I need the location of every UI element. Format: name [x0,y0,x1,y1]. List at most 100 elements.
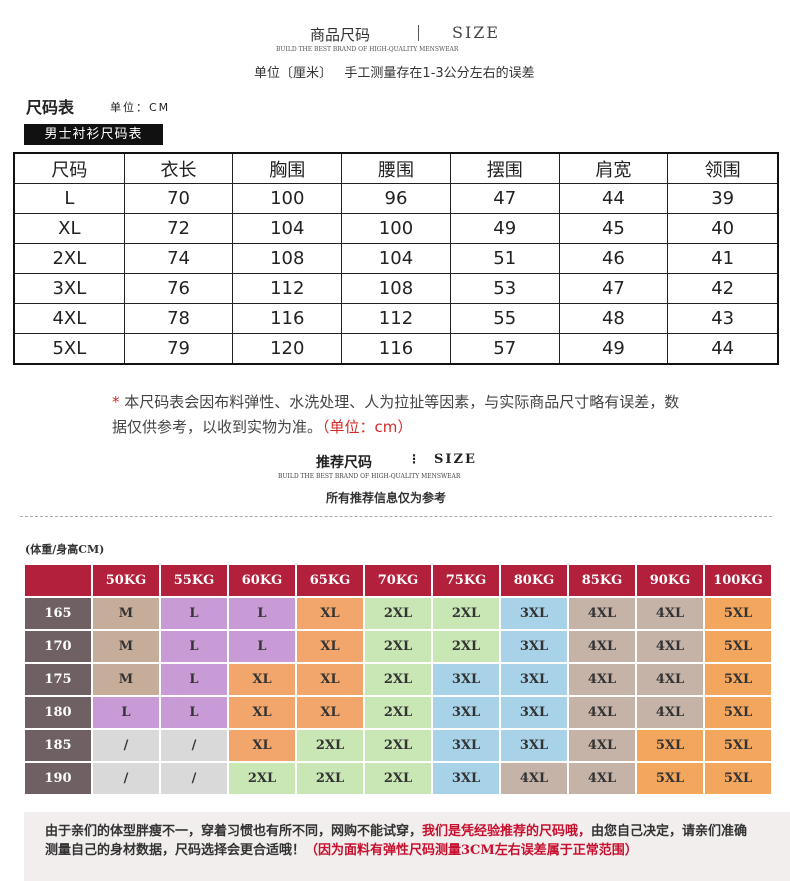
size-cell: / [161,763,227,794]
size-cell: 4XL [569,598,635,629]
size-cell: XL [297,631,363,662]
section-tag: 男士衬衫尺码表 [24,124,163,145]
table-cell: 4XL [13,303,125,334]
table-cell: 78 [123,303,234,334]
table-cell: 120 [232,333,343,365]
footer-text: 由于亲们的体型胖瘦不一，穿着习惯也有所不同，网购不能试穿， [45,824,423,839]
weight-header: 55KG [161,565,227,596]
size-cell: 5XL [705,763,771,794]
size-cell: 3XL [433,697,499,728]
column-header: 胸围 [232,152,343,184]
weight-header: 80KG [501,565,567,596]
size-cell: 5XL [705,697,771,728]
table-cell: 74 [123,243,234,274]
column-header: 尺码 [13,152,125,184]
recommend-title-en: SIZE [434,452,477,467]
table-cell: 48 [558,303,669,334]
size-cell: 3XL [501,697,567,728]
size-cell: 3XL [433,730,499,761]
recommend-title: 推荐尺码 [316,455,372,471]
footer: 由于亲们的体型胖瘦不一，穿着习惯也有所不同，网购不能试穿，我们是凭经验推荐的尺码… [45,822,760,860]
weight-header: 60KG [229,565,295,596]
note-unit: （单位：cm） [322,418,413,436]
table-cell: 46 [558,243,669,274]
size-cell: L [229,631,295,662]
size-cell: 5XL [705,631,771,662]
unit-note: 手工测量存在1-3公分左右的误差 [344,66,535,81]
size-cell: 4XL [637,631,703,662]
size-cell: XL [229,730,295,761]
table-cell: 49 [558,333,669,365]
size-cell: M [93,631,159,662]
size-cell: 2XL [297,763,363,794]
table-cell: 51 [449,243,560,274]
weight-header: 75KG [433,565,499,596]
table-cell: 41 [667,243,779,274]
table-cell: 42 [667,273,779,304]
table-cell: 44 [667,333,779,365]
unit-line: 单位〔厘米〕 手工测量存在1-3公分左右的误差 [254,62,535,81]
footer-bg [24,812,790,881]
size-cell: L [161,598,227,629]
weight-header: 85KG [569,565,635,596]
table-row: XL 72 104 100 49 45 40 [13,213,779,244]
size-cell: 2XL [433,598,499,629]
table-cell: 47 [449,183,560,214]
size-cell: 3XL [433,763,499,794]
table-cell: 40 [667,213,779,244]
size-cell: L [161,697,227,728]
size-cell: XL [229,697,295,728]
table-row: 3XL 76 112 108 53 47 42 [13,273,779,304]
size-table: 尺码 衣长 胸围 腰围 摆围 肩宽 领围 L 70 100 96 47 44 39 XL 72 104 100 49… [13,152,779,365]
size-cell: 4XL [637,598,703,629]
size-cell: 2XL [365,697,431,728]
height-cell: 185 [25,730,91,761]
table-row: 175 M L XL XL 2XL 3XL 3XL 4XL 4XL 5XL [25,664,771,695]
size-cell: L [93,697,159,728]
section-title: 尺码表 [26,98,75,117]
size-cell: 3XL [433,664,499,695]
table-label: (体重/身高CM) [25,543,105,556]
table-cell: 104 [341,243,451,274]
table-cell: 55 [449,303,560,334]
table-row: L 70 100 96 47 44 39 [13,183,779,214]
recommend-subtitle: BUILD THE BEST BRAND OF HIGH-QUALITY MEN… [278,473,461,480]
size-cell: 2XL [229,763,295,794]
size-cell: 3XL [501,598,567,629]
table-cell: 112 [341,303,451,334]
separator [418,25,419,41]
recommend-table: 50KG 55KG 60KG 65KG 70KG 75KG 80KG 85KG 90KG 100K… [23,563,773,796]
size-cell: 4XL [569,664,635,695]
height-cell: 170 [25,631,91,662]
table-cell: 100 [232,183,343,214]
table-row: 2XL 74 108 104 51 46 41 [13,243,779,274]
size-cell: 5XL [637,730,703,761]
size-cell: 2XL [297,730,363,761]
size-cell: 5XL [705,730,771,761]
height-cell: 190 [25,763,91,794]
size-cell: 2XL [365,664,431,695]
size-cell: 2XL [365,598,431,629]
divider [20,516,772,517]
size-cell: L [161,664,227,695]
column-header: 腰围 [341,152,451,184]
size-cell: L [229,598,295,629]
footer-highlight: 我们是凭经验推荐的尺码哦， [422,824,592,839]
weight-header: 70KG [365,565,431,596]
weight-header: 100KG [705,565,771,596]
note-star: * [112,393,120,411]
title-en: SIZE [452,23,501,42]
table-cell: 47 [558,273,669,304]
table-row: 185// XL 2XL 2XL 3XL 3XL 4XL 5XL 5XL [25,730,771,761]
table-cell: 79 [123,333,234,365]
size-cell: 5XL [637,763,703,794]
table-cell: 76 [123,273,234,304]
table-cell: 3XL [13,273,125,304]
size-cell: 2XL [365,763,431,794]
corner-cell [25,565,91,596]
table-cell: 44 [558,183,669,214]
size-cell: XL [229,664,295,695]
table-cell: XL [13,213,125,244]
table-cell: 112 [232,273,343,304]
subtitle: BUILD THE BEST BRAND OF HIGH-QUALITY MEN… [276,46,459,53]
